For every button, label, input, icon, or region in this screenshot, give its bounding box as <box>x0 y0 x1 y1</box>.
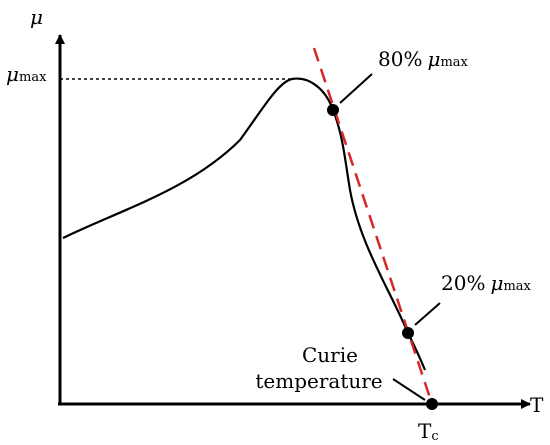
tc-label: Tc <box>418 419 439 444</box>
point-20 <box>402 327 414 339</box>
label-80: 80% μmax <box>378 47 469 71</box>
leader-curie <box>392 378 426 401</box>
tangent-line <box>312 47 434 405</box>
leader-80 <box>339 73 373 104</box>
curie-label-line2: temperature <box>255 369 382 393</box>
curie-label-line1: Curie <box>302 343 358 367</box>
point-80 <box>327 104 339 116</box>
y-axis-label: μ <box>30 5 43 29</box>
point-tc <box>426 398 438 410</box>
x-axis-label: T <box>530 393 544 417</box>
permeability-curve <box>62 77 427 371</box>
label-20: 20% μmax <box>441 271 532 295</box>
y-max-label: μmax <box>6 62 47 86</box>
leader-20 <box>414 302 441 326</box>
